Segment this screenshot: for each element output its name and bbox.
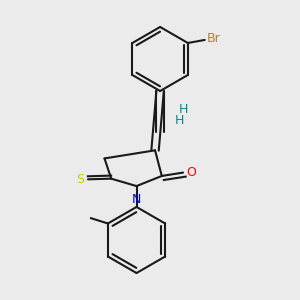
Text: S: S bbox=[76, 173, 84, 186]
Text: N: N bbox=[132, 193, 142, 206]
Text: H: H bbox=[174, 114, 184, 127]
Text: O: O bbox=[186, 166, 196, 179]
Text: H: H bbox=[179, 103, 188, 116]
Text: Br: Br bbox=[206, 32, 220, 45]
